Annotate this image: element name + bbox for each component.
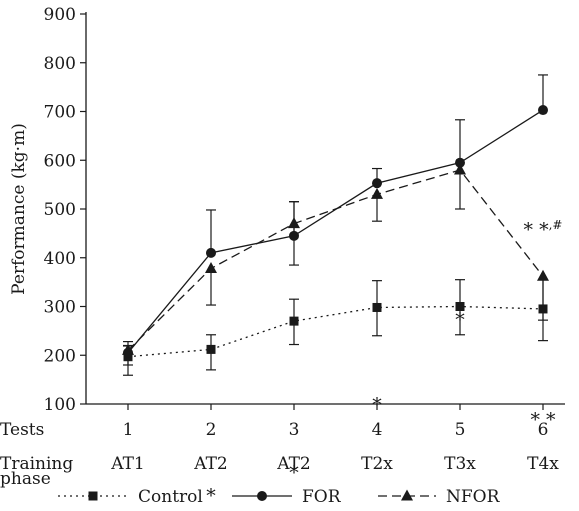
legend-item-control: Control	[58, 487, 203, 507]
y-tick-label: 600	[44, 151, 76, 171]
x-category-label: 6	[538, 420, 549, 440]
significance-marker: *	[206, 485, 216, 507]
significance-text: *	[455, 309, 465, 331]
x-category-label: 5	[455, 420, 466, 440]
data-point	[455, 302, 465, 311]
series-nfor	[122, 163, 549, 355]
y-tick-label: 700	[44, 103, 76, 123]
x-category-label: 1	[123, 420, 134, 440]
data-point	[372, 302, 382, 312]
annotation-layer: ***** *,#* *	[206, 218, 562, 507]
series-for	[123, 74, 548, 366]
axes: 100 200 300 400 500 600 700 800 900	[44, 5, 565, 415]
data-point	[455, 157, 465, 168]
series-line	[127, 305, 544, 358]
series-control	[123, 279, 548, 376]
legend-label: Control	[138, 487, 203, 507]
x-category-label: T4x	[527, 454, 559, 474]
data-point	[206, 344, 216, 354]
x-category-label: 3	[289, 420, 300, 440]
significance-marker: *	[372, 394, 382, 416]
x-category-label: 4	[372, 420, 383, 440]
y-tick-label: 200	[44, 346, 76, 366]
x-category-label: AT1	[110, 454, 145, 474]
x-category-label: 2	[206, 420, 217, 440]
data-point	[205, 261, 217, 273]
data-point	[122, 343, 134, 355]
data-point	[454, 163, 466, 175]
y-tick-label: 800	[44, 54, 76, 74]
significance-text: *	[289, 462, 299, 484]
significance-text: *	[372, 394, 382, 416]
significance-text: *	[206, 485, 216, 507]
row-label: Tests	[0, 420, 44, 440]
legend-item-for: FOR	[232, 487, 342, 507]
x-category-label: T3x	[444, 454, 476, 474]
significance-marker: *	[455, 309, 465, 331]
significance-marker: * *,#	[524, 218, 563, 241]
legend: Control FOR NFOR	[58, 487, 501, 507]
legend-marker	[257, 491, 267, 501]
data-point	[288, 217, 300, 229]
data-point	[289, 316, 299, 326]
y-tick-label: 300	[44, 298, 76, 318]
row-label-line2: phase	[0, 469, 51, 489]
series-line	[127, 109, 544, 354]
legend-marker	[88, 491, 98, 501]
significance-marker: * *	[530, 409, 556, 431]
data-point	[206, 247, 216, 258]
series-layer	[122, 74, 549, 376]
x-category-label: T2x	[361, 454, 393, 474]
x-category-label: AT2	[193, 454, 228, 474]
significance-text: * *	[524, 219, 550, 241]
legend-label: NFOR	[446, 487, 501, 507]
significance-text: * *	[530, 409, 556, 431]
data-point	[538, 105, 548, 116]
data-point	[372, 178, 382, 189]
series-line	[127, 169, 544, 351]
y-tick-label: 900	[44, 5, 76, 25]
significance-superscript: ,#	[549, 218, 563, 232]
row-label: Training	[0, 454, 73, 474]
significance-marker: *	[289, 462, 299, 484]
legend-item-nfor: NFOR	[378, 487, 501, 507]
data-point	[371, 187, 383, 199]
legend-label: FOR	[302, 487, 342, 507]
y-tick-label: 500	[44, 200, 76, 220]
x-category-label: AT2	[276, 454, 311, 474]
data-point	[537, 269, 549, 281]
y-axis-title: Performance (kg·m)	[9, 123, 29, 295]
y-tick-label: 100	[44, 395, 76, 415]
y-tick-label: 400	[44, 249, 76, 269]
legend-marker	[401, 489, 413, 501]
